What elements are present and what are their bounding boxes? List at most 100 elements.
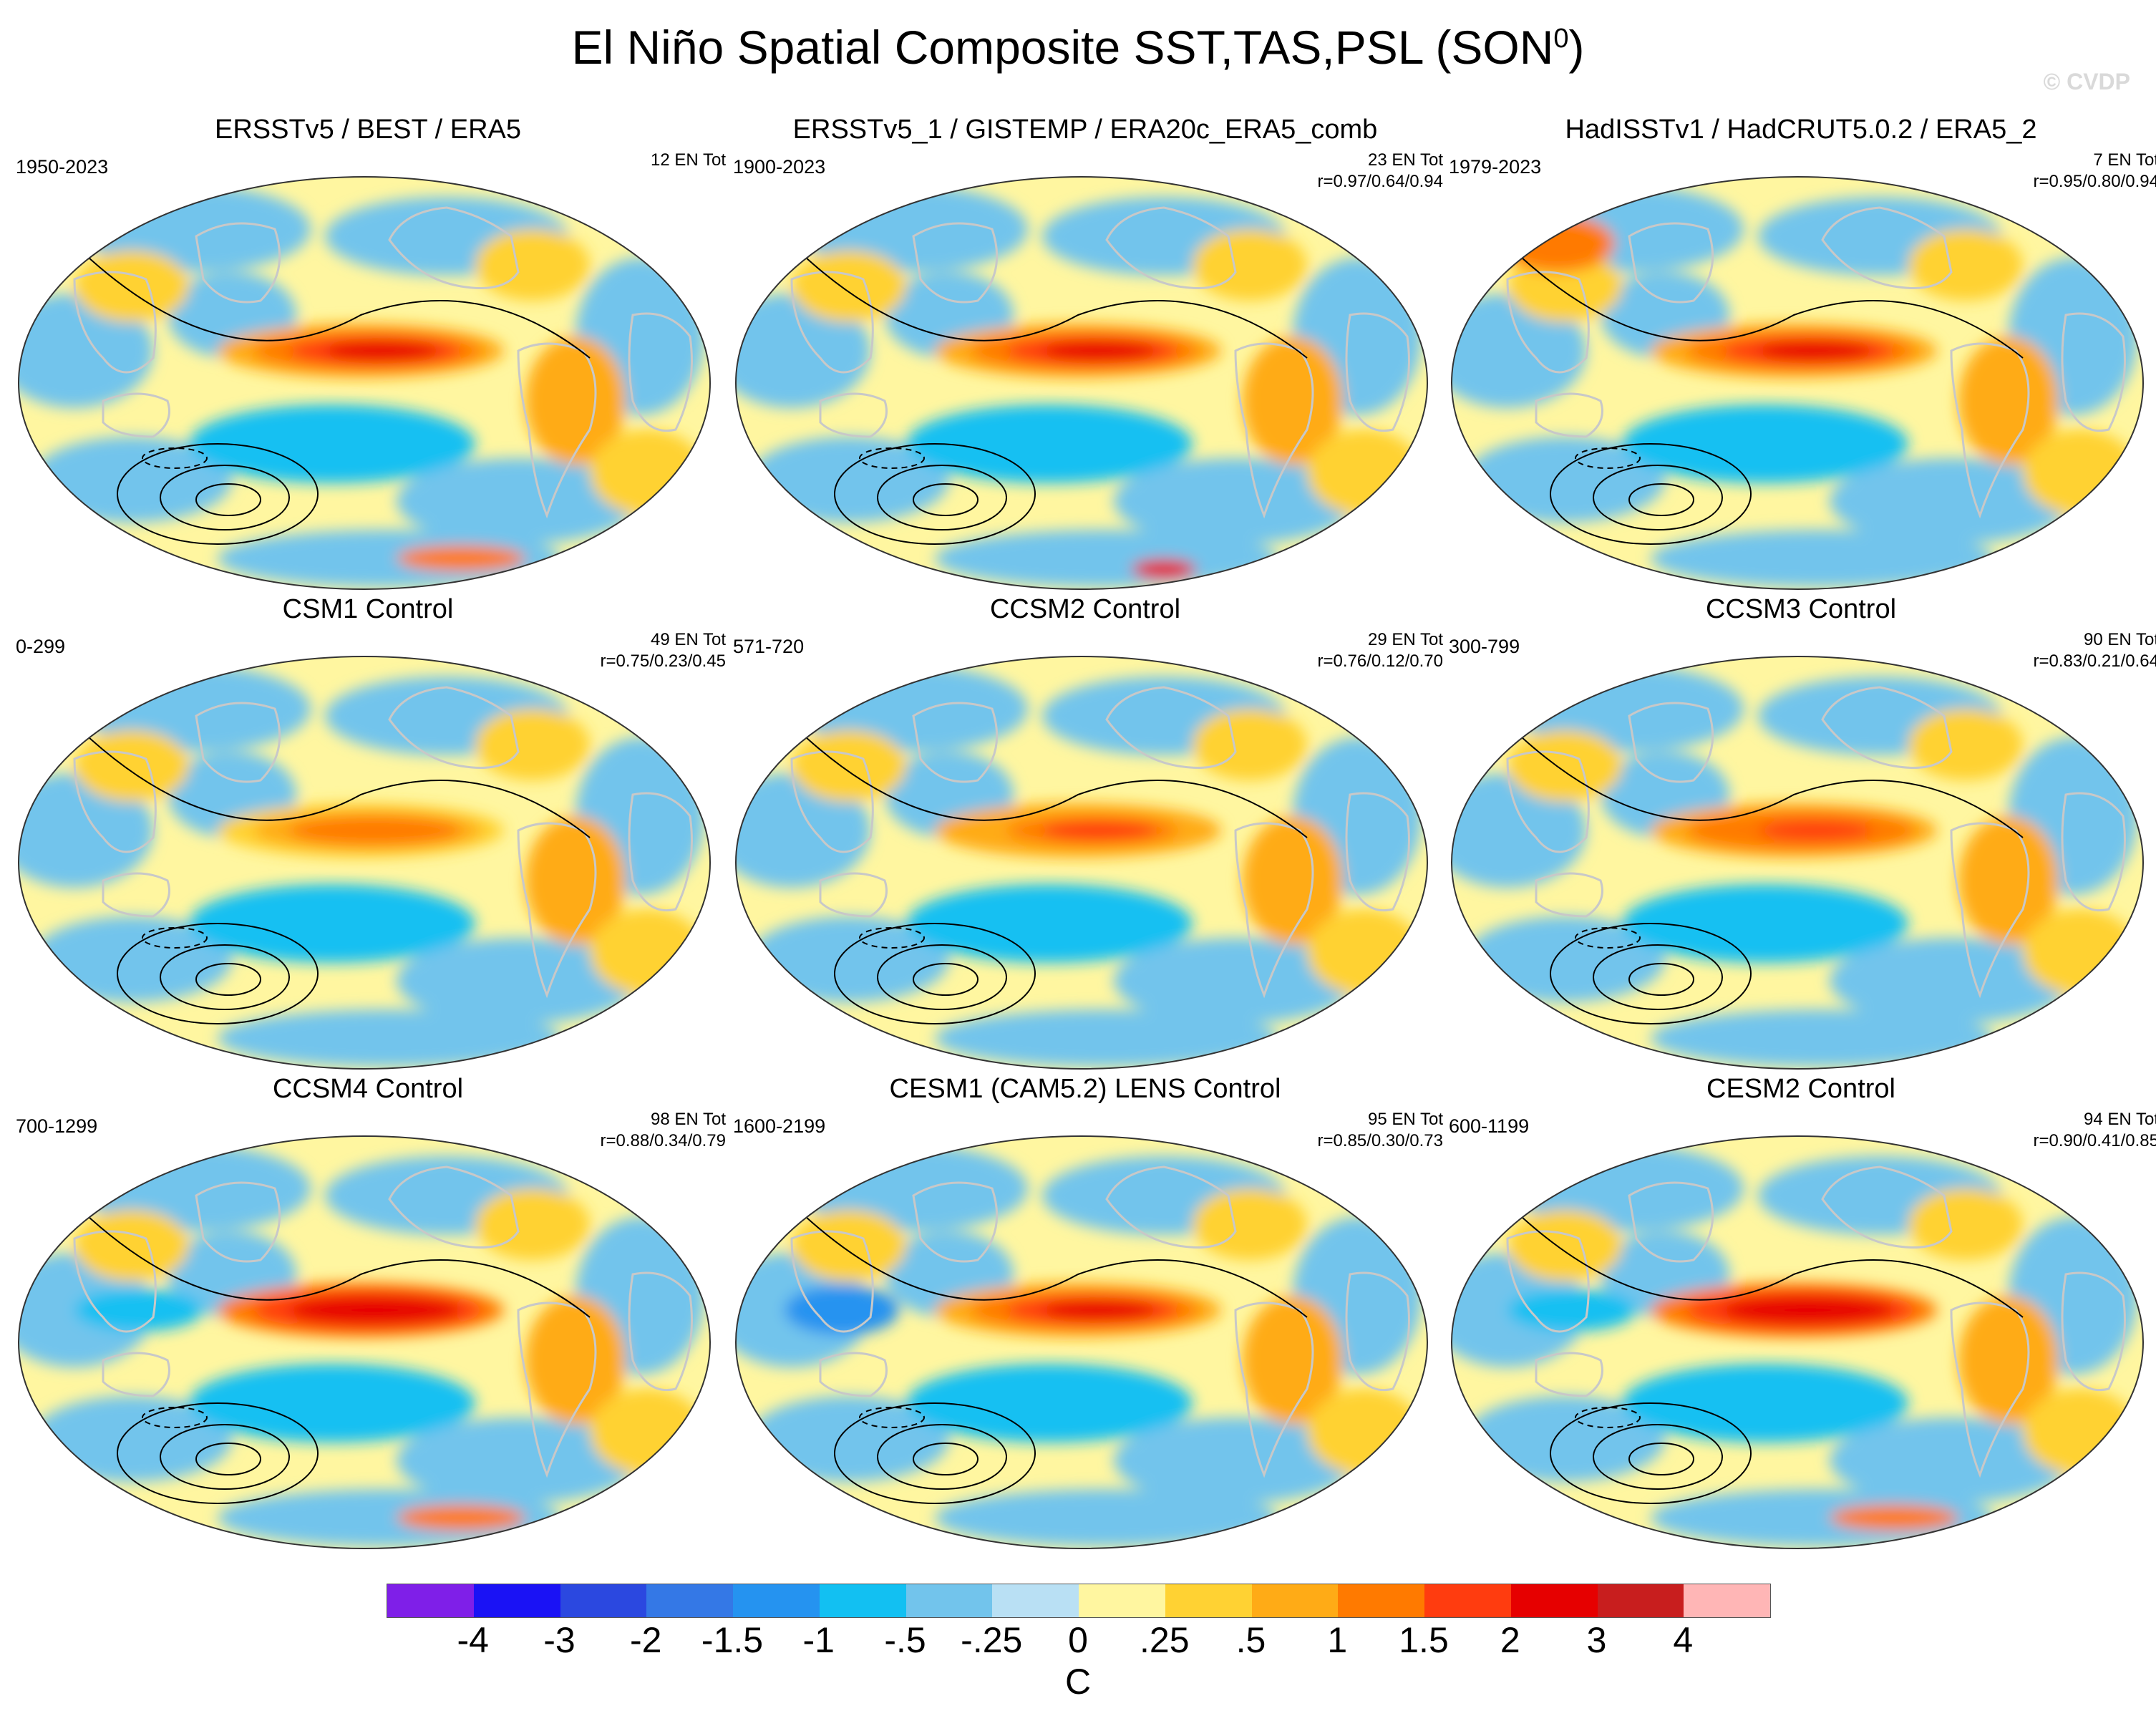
psl-contour [1593, 944, 1723, 1010]
anomaly-region [785, 1285, 899, 1335]
coastline [195, 222, 281, 304]
map-outline [18, 656, 711, 1070]
colorbar-swatch [905, 1584, 993, 1617]
psl-contour [834, 1402, 1036, 1504]
psl-contour-negative [1575, 447, 1641, 469]
colorbar-swatch [1684, 1584, 1770, 1617]
psl-contour [1521, 257, 2024, 359]
psl-contour [1628, 483, 1694, 516]
anomaly-region [1042, 1300, 1157, 1320]
map-panel: CSM1 Control 0-299 49 EN Tot r=0.75/0.23/0.… [10, 594, 726, 1088]
panel-period: 1900-2023 [733, 156, 826, 178]
anomaly-region [1908, 1188, 2023, 1260]
colorbar-swatch [1424, 1584, 1511, 1617]
panel-pattern-correlation: r=0.76/0.12/0.70 [1317, 651, 1443, 671]
coastline [1821, 206, 1953, 289]
anomaly-region [1193, 229, 1307, 301]
psl-contour [913, 1443, 979, 1475]
anomaly-region [19, 294, 153, 408]
colorbar-swatch [1338, 1584, 1424, 1617]
map-outline [735, 656, 1428, 1070]
anomaly-region [218, 1489, 561, 1546]
psl-contour [877, 1424, 1007, 1490]
anomaly-region [1830, 938, 2073, 1024]
anomaly-region [1651, 1489, 1994, 1546]
colorbar-tick-label: 4 [1673, 1620, 1694, 1660]
psl-contour [117, 1402, 319, 1504]
coastline [2061, 792, 2126, 912]
anomaly-region [1132, 559, 1196, 579]
psl-contour [195, 1443, 261, 1475]
map-plot [735, 1135, 1428, 1549]
map-outline [735, 1135, 1428, 1549]
psl-contour-negative [859, 927, 925, 949]
coastline [1950, 342, 2030, 519]
coastline [1105, 1165, 1237, 1249]
anomaly-region [1908, 709, 2023, 780]
anomaly-region [525, 1296, 626, 1425]
panel-title: CSM1 Control [282, 594, 454, 624]
anomaly-region [736, 294, 870, 408]
anomaly-region [397, 546, 525, 571]
panel-pattern-correlation: r=0.95/0.80/0.94 [2033, 172, 2156, 191]
panel-period: 600-1199 [1449, 1115, 1530, 1137]
anomaly-region [325, 820, 440, 840]
anomaly-region [74, 1289, 203, 1332]
anomaly-region [1243, 1296, 1343, 1425]
coastline [1234, 822, 1314, 999]
coastline [388, 1165, 520, 1249]
anomaly-region [906, 1364, 1193, 1443]
map-plot [1451, 176, 2144, 590]
colorbar-tick-label: -.5 [884, 1620, 926, 1660]
anomaly-region [74, 251, 189, 322]
psl-contour [1521, 737, 2024, 838]
anomaly-region [1958, 816, 2059, 945]
coastline [1506, 271, 1590, 374]
anomaly-region [1193, 1188, 1307, 1260]
coastline [1345, 312, 1410, 432]
colorbar-swatch [992, 1584, 1079, 1617]
psl-contour [913, 963, 979, 996]
anomaly-region [1958, 336, 2059, 465]
map-plot [735, 656, 1428, 1070]
anomaly-region [1830, 1417, 2073, 1503]
panel-pattern-correlation: r=0.85/0.30/0.73 [1317, 1131, 1443, 1150]
anomaly-region [1507, 730, 1622, 802]
anomaly-region [325, 341, 440, 361]
anomaly-region [1193, 709, 1307, 780]
map-panel: ERSSTv5_1 / GISTEMP / ERA20c_ERA5_comb 19… [727, 115, 1443, 609]
psl-contour [117, 443, 319, 545]
coastline [1345, 792, 1410, 912]
anomaly-region [736, 773, 870, 888]
coastline [102, 392, 170, 438]
colorbar-tick-label: -1.5 [701, 1620, 764, 1660]
coastline [195, 702, 281, 783]
panel-event-count: 23 EN Tot [1368, 150, 1443, 170]
map-outline [1451, 1135, 2144, 1549]
coastline [819, 872, 888, 918]
panel-event-count: 29 EN Tot [1368, 630, 1443, 649]
anomaly-region [906, 404, 1193, 483]
colorbar-tick-label: .5 [1235, 1620, 1266, 1660]
colorbar-tick-label: -4 [457, 1620, 489, 1660]
coastline [790, 750, 874, 853]
coastline [73, 750, 157, 853]
anomaly-region [397, 1417, 640, 1503]
anomaly-region [218, 1009, 561, 1067]
panel-pattern-correlation: r=0.90/0.41/0.85 [2033, 1131, 2156, 1150]
psl-contour [1628, 1443, 1694, 1475]
anomaly-region [1908, 229, 2023, 301]
colorbar-swatch [473, 1584, 560, 1617]
psl-contour [1550, 923, 1752, 1024]
panel-title: CCSM4 Control [272, 1074, 464, 1104]
coastline [1950, 822, 2030, 999]
map-plot [735, 176, 1428, 590]
anomaly-region [1830, 458, 2073, 544]
map-plot [1451, 1135, 2144, 1549]
colorbar-tick-label: .25 [1139, 1620, 1190, 1660]
colorbar-swatch [1079, 1584, 1165, 1617]
colorbar-swatch [387, 1584, 474, 1617]
coastline [102, 872, 170, 918]
psl-contour [1550, 443, 1752, 545]
coastline [1628, 1181, 1714, 1263]
